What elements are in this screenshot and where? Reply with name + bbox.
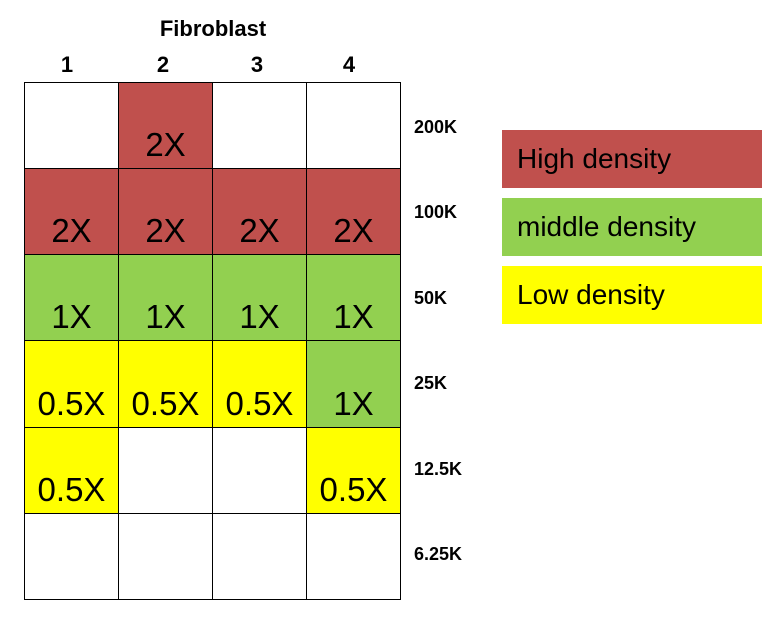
grid-cell: 2X <box>307 169 401 256</box>
legend-low-density: Low density <box>502 266 762 324</box>
legend-high-density: High density <box>502 130 762 188</box>
column-header-1: 1 <box>60 52 74 77</box>
cell-label: 1X <box>51 298 92 336</box>
grid-cell: 1X <box>307 341 401 428</box>
cell-label: 1X <box>145 298 186 336</box>
cell-label: 0.5X <box>37 384 106 422</box>
cell-label: 0.5X <box>225 384 294 422</box>
legend-label: middle density <box>517 211 696 242</box>
grid-cell <box>307 513 401 600</box>
legend-middle-density: middle density <box>502 198 762 256</box>
column-header-2: 2 <box>156 52 170 77</box>
row-label-25k: 25K <box>414 373 448 393</box>
grid-cell: 1X <box>213 255 307 342</box>
row-label-200k: 200K <box>414 117 458 137</box>
cell-label: 2X <box>145 126 186 164</box>
grid-cell <box>25 513 119 600</box>
row-label-50k: 50K <box>414 288 448 308</box>
grid-cell: 0.5X <box>25 341 119 428</box>
cell-label: 1X <box>239 298 280 336</box>
row-label-100k: 100K <box>414 202 458 222</box>
grid-cell <box>307 83 401 170</box>
cell-label: 0.5X <box>319 470 388 508</box>
grid-cell: 2X <box>119 83 213 170</box>
cell-label: 1X <box>333 298 374 336</box>
density-grid: 2X 2X 2X 2X 2X 1X 1X 1X 1X 0.5X 0.5X 0.5X 1X 0.5X 0.5X <box>24 82 401 600</box>
grid-cell <box>213 513 307 600</box>
grid-cell: 2X <box>213 169 307 256</box>
grid-cell <box>119 427 213 514</box>
grid-cell: 0.5X <box>307 427 401 514</box>
grid-cell <box>213 427 307 514</box>
column-header-4: 4 <box>342 52 356 77</box>
cell-label: 0.5X <box>37 470 106 508</box>
grid-cell: 1X <box>25 255 119 342</box>
grid-cell: 1X <box>307 255 401 342</box>
cell-label: 2X <box>333 212 374 250</box>
grid-cell <box>25 83 119 170</box>
cell-label: 2X <box>51 212 92 250</box>
column-header-3: 3 <box>250 52 264 77</box>
cell-label: 0.5X <box>131 384 200 422</box>
row-label-12-5k: 12.5K <box>414 459 463 479</box>
cell-label: 1X <box>333 384 374 422</box>
legend-label: Low density <box>517 279 665 310</box>
cell-label: 2X <box>145 212 186 250</box>
cell-label: 2X <box>239 212 280 250</box>
grid-cell: 0.5X <box>25 427 119 514</box>
grid-cell <box>213 83 307 170</box>
row-label-6-25k: 6.25K <box>414 544 463 564</box>
grid-cell: 1X <box>119 255 213 342</box>
legend-label: High density <box>517 143 672 174</box>
grid-cell: 0.5X <box>213 341 307 428</box>
grid-cell: 2X <box>25 169 119 256</box>
grid-cell: 2X <box>119 169 213 256</box>
grid-cell <box>119 513 213 600</box>
grid-cell: 0.5X <box>119 341 213 428</box>
diagram-title: Fibroblast <box>159 16 267 41</box>
